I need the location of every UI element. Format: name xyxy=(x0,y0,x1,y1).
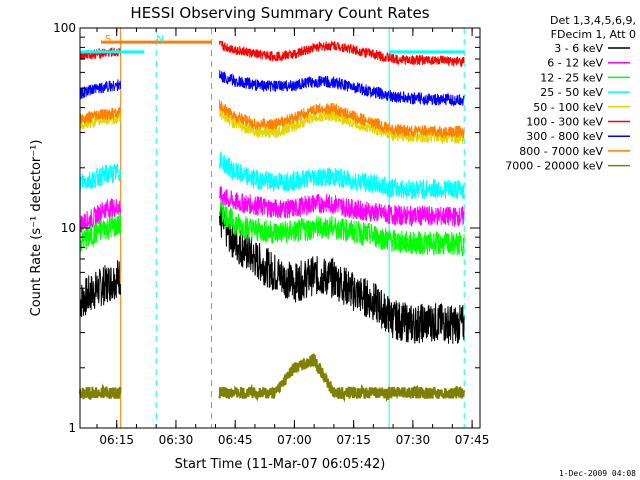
y-axis-label: Count Rate (s⁻¹ detector⁻¹) xyxy=(29,140,44,317)
legend-label-1: 6 - 12 keV xyxy=(547,57,603,70)
x-axis-ticks: 06:15 06:30 06:45 07:00 07:15 07:30 07:45 xyxy=(96,28,490,447)
series-line-8 xyxy=(79,353,466,403)
annotation-n: N xyxy=(156,34,163,45)
legend-label-4: 50 - 100 keV xyxy=(533,101,603,114)
vertical-markers xyxy=(79,28,465,428)
legend-label-0: 3 - 6 keV xyxy=(554,42,603,55)
legend-label-6: 300 - 800 keV xyxy=(526,130,603,143)
series-line-7 xyxy=(79,99,465,139)
y-tick-label-0: 1 xyxy=(68,421,76,435)
x-tick-label-3: 07:00 xyxy=(277,433,312,447)
y-axis-ticks: 1 10 100 xyxy=(53,21,480,435)
legend-label-2: 12 - 25 keV xyxy=(540,71,603,84)
x-tick-label-5: 07:30 xyxy=(396,433,431,447)
x-axis-label: Start Time (11-Mar-07 06:05:42) xyxy=(175,457,386,472)
series-lines xyxy=(79,40,466,403)
annotation-s: S xyxy=(105,34,111,45)
series-line-5 xyxy=(79,40,465,68)
series-line-2 xyxy=(79,198,465,258)
legend-label-5: 100 - 300 keV xyxy=(526,116,603,129)
x-tick-label-1: 06:30 xyxy=(159,433,194,447)
x-tick-label-2: 06:45 xyxy=(218,433,253,447)
legend-label-3: 25 - 50 keV xyxy=(540,86,603,99)
legend: Det 1,3,4,5,6,9,FDecim 1, Att 03 - 6 keV… xyxy=(505,14,636,173)
legend-label-8: 7000 - 20000 keV xyxy=(505,160,603,173)
series-line-6 xyxy=(79,70,465,108)
chart-title: HESSI Observing Summary Count Rates xyxy=(130,4,429,22)
state-bars xyxy=(80,40,465,54)
y-tick-label-2: 100 xyxy=(53,21,76,35)
y-tick-label-1: 10 xyxy=(61,221,76,235)
x-tick-label-6: 07:45 xyxy=(455,433,490,447)
legend-header-0: Det 1,3,4,5,6,9, xyxy=(550,14,636,27)
legend-header-1: FDecim 1, Att 0 xyxy=(551,28,636,41)
series-line-3 xyxy=(79,151,465,200)
x-tick-label-4: 07:15 xyxy=(336,433,371,447)
footer-timestamp: 1-Dec-2009 04:08 xyxy=(559,469,636,478)
series-line-0 xyxy=(79,205,465,344)
x-tick-label-0: 06:15 xyxy=(99,433,134,447)
legend-label-7: 800 - 7000 keV xyxy=(519,145,603,158)
